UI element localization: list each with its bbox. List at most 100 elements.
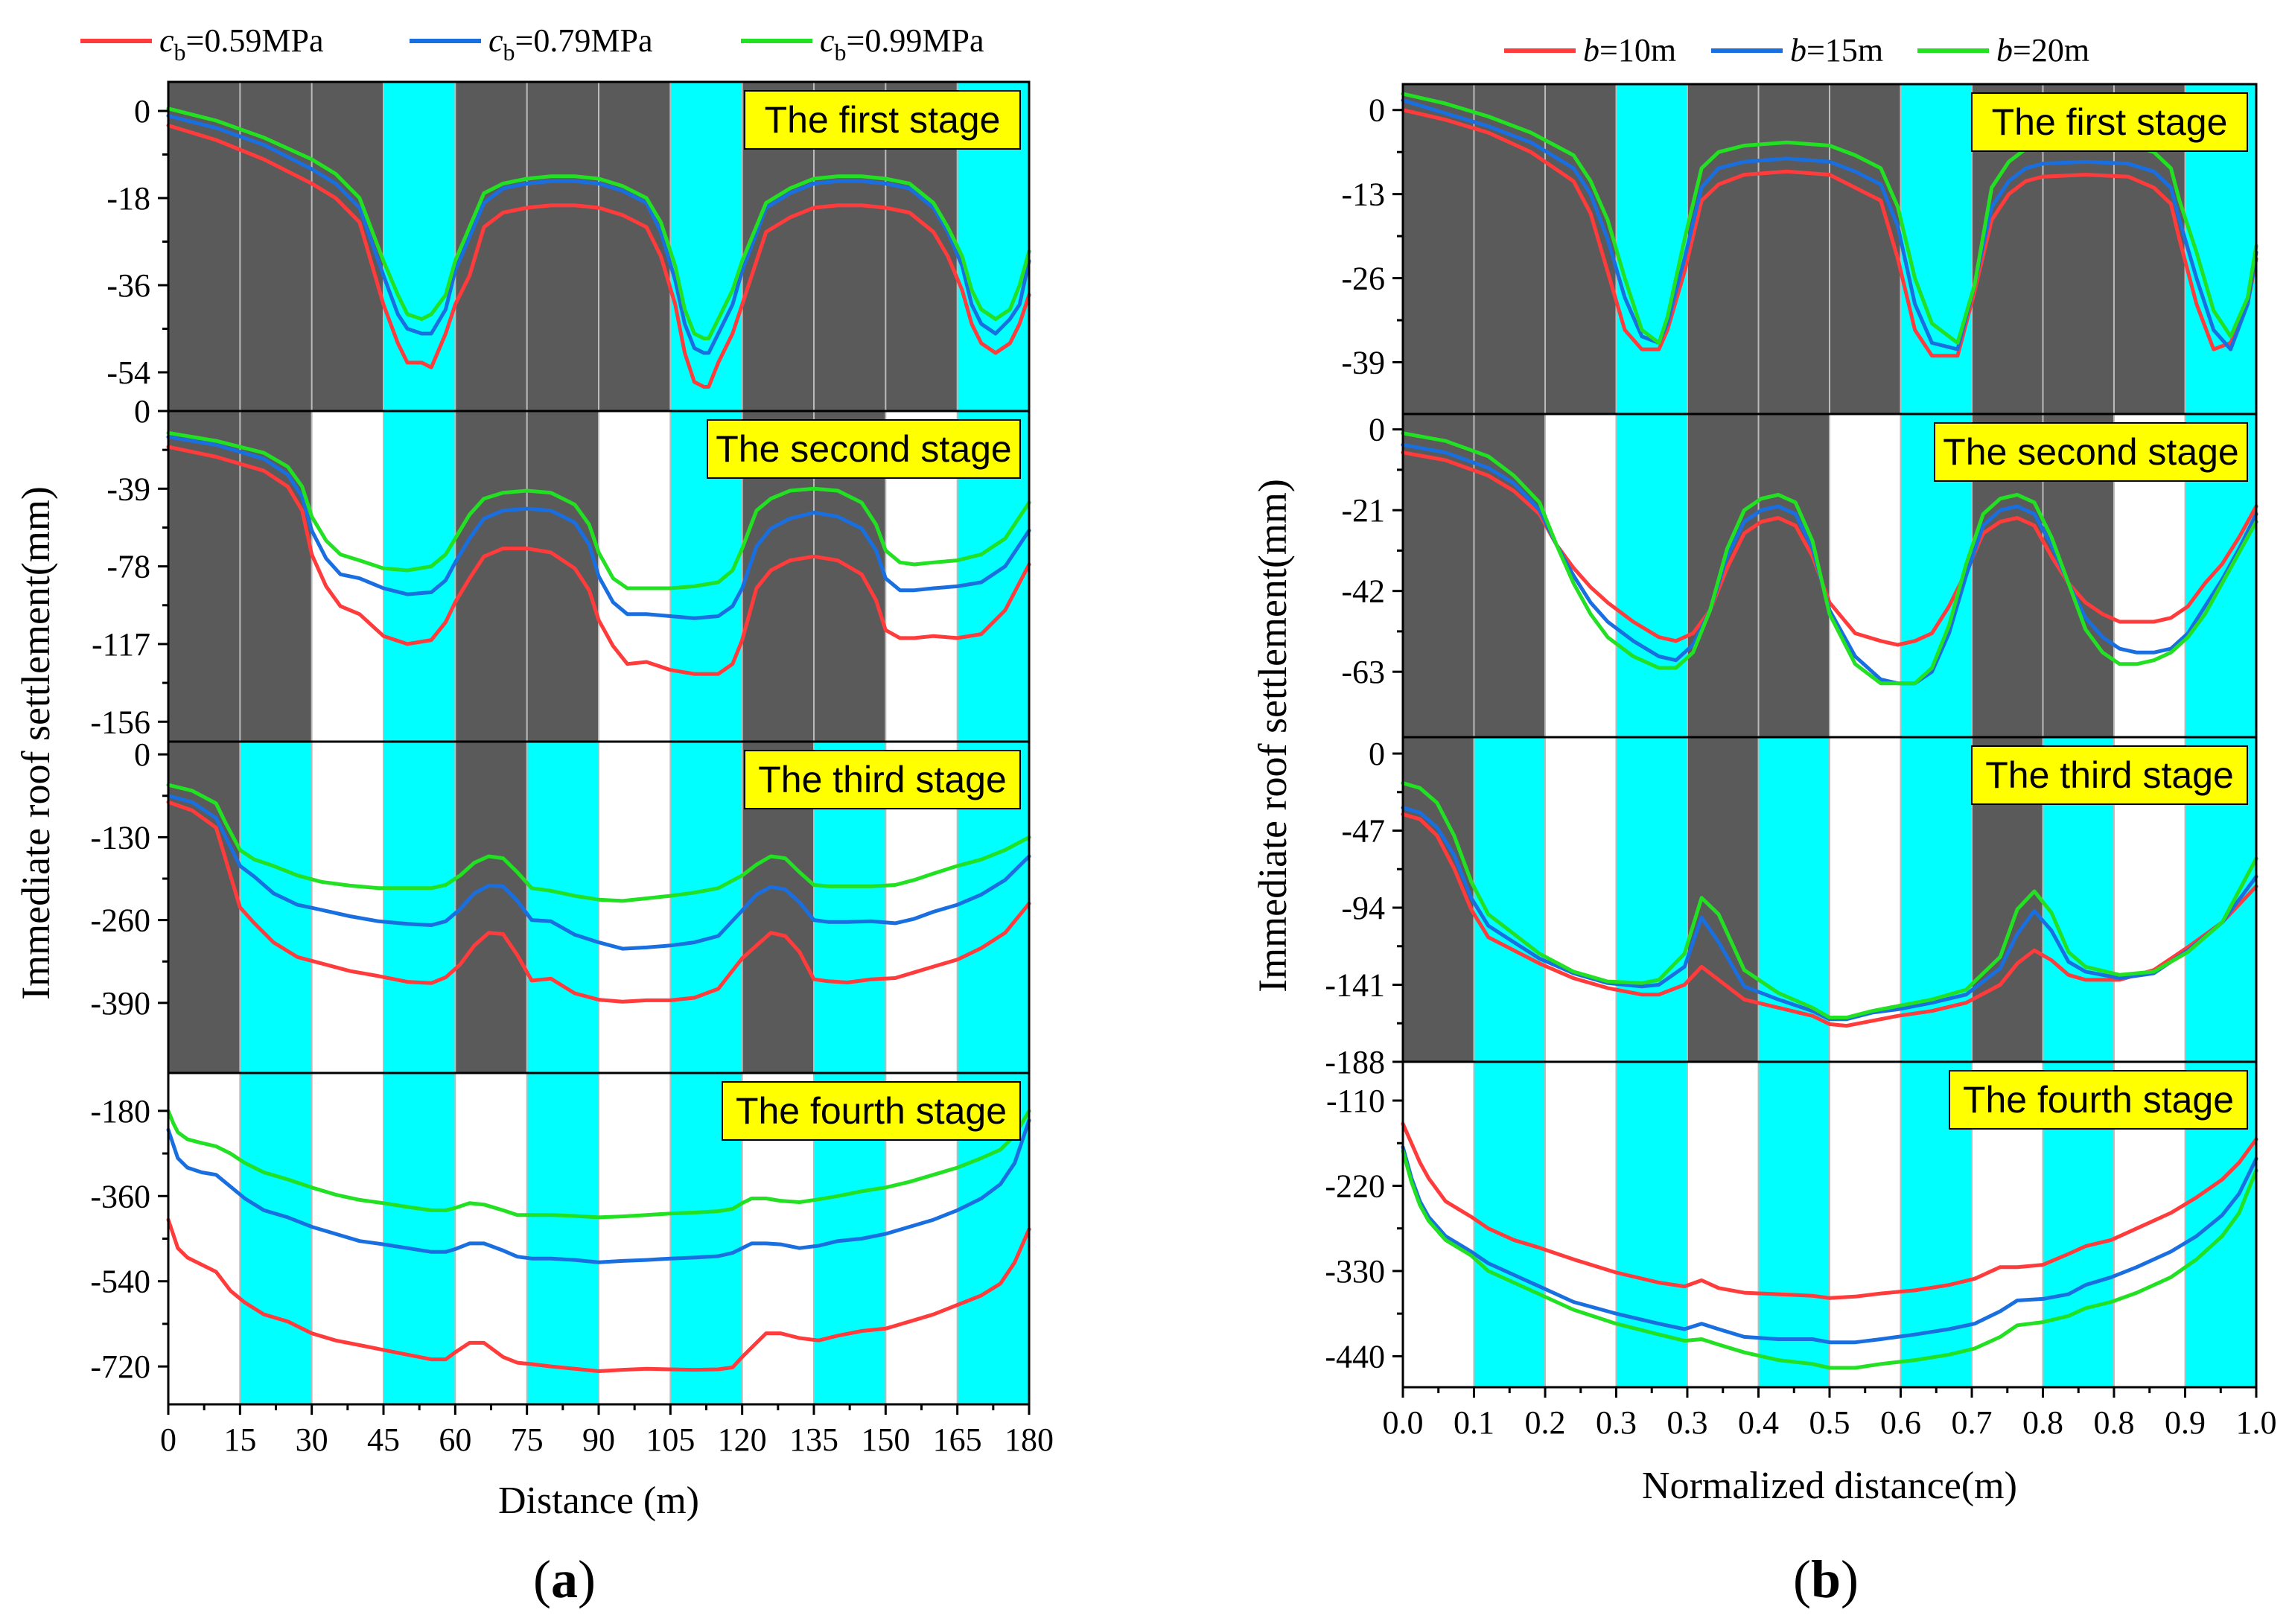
legend-value: =10m	[1599, 32, 1676, 69]
series-line-cb-0-59mpa	[166, 1217, 1031, 1373]
stage-label: The third stage	[1985, 754, 2234, 796]
panel-1: 0 -18 -36 -54 The first stage	[106, 80, 1031, 413]
legend-label: b=20m	[1996, 32, 2089, 69]
panel-label-b: (b)	[1793, 1550, 1859, 1609]
band-white	[455, 1073, 527, 1404]
y-tick-label: -18	[106, 180, 150, 217]
band-white	[599, 411, 671, 742]
series-line-cb-0-79mpa	[166, 794, 1031, 951]
band-dark	[1687, 84, 1759, 414]
y-tick-label: -78	[106, 549, 150, 585]
band-cyan	[383, 742, 456, 1073]
y-tick-label: 0	[134, 393, 150, 430]
legend-symbol: c	[820, 22, 835, 59]
legend-value: =15m	[1806, 32, 1883, 69]
y-tick-label: -130	[90, 819, 150, 856]
series-line-cb-0-99mpa	[166, 1109, 1031, 1220]
band-white	[1830, 1062, 1901, 1387]
y-tick-label: -54	[106, 354, 150, 391]
stage-label-box	[722, 1081, 1021, 1141]
stage-label: The second stage	[716, 428, 1012, 470]
band-white	[168, 1073, 241, 1404]
stage-label-box	[1949, 1070, 2248, 1130]
series-line-cb-0-59mpa	[166, 445, 1031, 676]
series-line-cb-0-59mpa	[166, 800, 1031, 1004]
series-line-b-20m	[1401, 1149, 2258, 1370]
band-cyan	[240, 742, 312, 1073]
y-tick-label: -117	[92, 626, 150, 663]
panel-3: 0 -130 -260 -390 The third stage	[90, 736, 1031, 1074]
series-line-b-10m	[1401, 812, 2258, 1028]
x-tick-label: 15	[223, 1421, 256, 1458]
y-tick-label: -220	[1325, 1168, 1385, 1204]
series-line-b-20m	[1401, 431, 2258, 686]
x-axis: 0 15 30 45 60 75 90 105 120 135 150 165 180	[160, 1404, 1054, 1458]
legend-label: b=10m	[1583, 32, 1676, 69]
panel-label-a: (a)	[533, 1550, 596, 1609]
band-cyan	[1616, 84, 1687, 414]
y-tick-label: -94	[1341, 890, 1385, 926]
x-tick-label: 0.0	[1383, 1404, 1424, 1441]
y-tick-label: -26	[1341, 261, 1385, 297]
x-tick-label: 0.8	[2022, 1404, 2063, 1441]
x-tick-label: 0.3	[1666, 1404, 1707, 1441]
legend-symbol: b	[1790, 32, 1806, 69]
legend-subscript: b	[835, 39, 847, 66]
x-axis-title: Distance (m)	[498, 1480, 699, 1522]
x-tick-label: 0.5	[1809, 1404, 1850, 1441]
x-tick-label: 0	[160, 1421, 176, 1458]
band-dark	[1403, 84, 1474, 414]
x-tick-label: 0.9	[2165, 1404, 2206, 1441]
panel-1: 0 -13 -26 -39 The first stage	[1341, 83, 2258, 415]
panel-4: -110 -220 -330 -440 The fourth stage	[1325, 1060, 2258, 1389]
y-tick-label: -141	[1325, 967, 1385, 1004]
y-axis-title: Immediate roof settlement(mm)	[13, 486, 58, 1000]
y-tick-label: -13	[1341, 176, 1385, 213]
series-line-b-15m	[1401, 806, 2258, 1022]
band-dark	[1545, 84, 1617, 414]
legend-label: cb=0.59MPa	[159, 22, 323, 66]
y-tick-label: -36	[106, 267, 150, 304]
y-tick-label: -720	[90, 1348, 150, 1385]
band-cyan	[670, 742, 742, 1073]
band-cyan	[383, 1073, 456, 1404]
legend-subscript: b	[503, 39, 515, 66]
chart-a: 0 -18 -36 -54 The first stage 0 -39 -78 -117 -156…	[13, 22, 1054, 1522]
x-tick-label: 135	[789, 1421, 838, 1458]
x-tick-label: 90	[582, 1421, 615, 1458]
x-tick-label: 105	[646, 1421, 695, 1458]
y-tick-label: 0	[1369, 736, 1385, 772]
panel-4: -180 -360 -540 -720 The fourth stage	[90, 1071, 1031, 1406]
band-cyan	[1474, 737, 1546, 1062]
stage-label-box	[1971, 92, 2248, 152]
legend: cb=0.59MPa cb=0.79MPa cb=0.99MPa	[80, 22, 984, 66]
legend-label: cb=0.99MPa	[820, 22, 984, 66]
y-axis-title: Immediate roof settlement(mm)	[1250, 479, 1295, 993]
x-tick-label: 0.6	[1880, 1404, 1921, 1441]
y-tick-label: 0	[134, 736, 150, 773]
x-tick-label: 0.7	[1952, 1404, 1993, 1441]
band-dark	[526, 411, 599, 742]
band-cyan	[1616, 737, 1687, 1062]
series-line-cb-0-99mpa	[166, 783, 1031, 903]
legend-value: =0.59MPa	[186, 22, 324, 59]
band-dark	[455, 742, 527, 1073]
x-tick-label: 0.8	[2093, 1404, 2134, 1441]
y-tick-label: -63	[1341, 654, 1385, 690]
series-line-cb-0-99mpa	[166, 106, 1031, 340]
legend-value: =0.79MPa	[515, 22, 653, 59]
band-white	[1687, 1062, 1759, 1387]
series-line-cb-0-79mpa	[166, 114, 1031, 355]
band-white	[599, 742, 671, 1073]
band-cyan	[240, 1073, 312, 1404]
series-line-b-15m	[1401, 442, 2258, 686]
legend-label: b=15m	[1790, 32, 1883, 69]
band-dark	[599, 82, 671, 411]
x-tick-label: 150	[861, 1421, 910, 1458]
y-tick-label: -440	[1325, 1338, 1385, 1375]
x-tick-label: 45	[367, 1421, 400, 1458]
y-tick-label: -330	[1325, 1253, 1385, 1290]
x-tick-label: 180	[1005, 1421, 1054, 1458]
y-tick-label: -39	[1341, 345, 1385, 381]
